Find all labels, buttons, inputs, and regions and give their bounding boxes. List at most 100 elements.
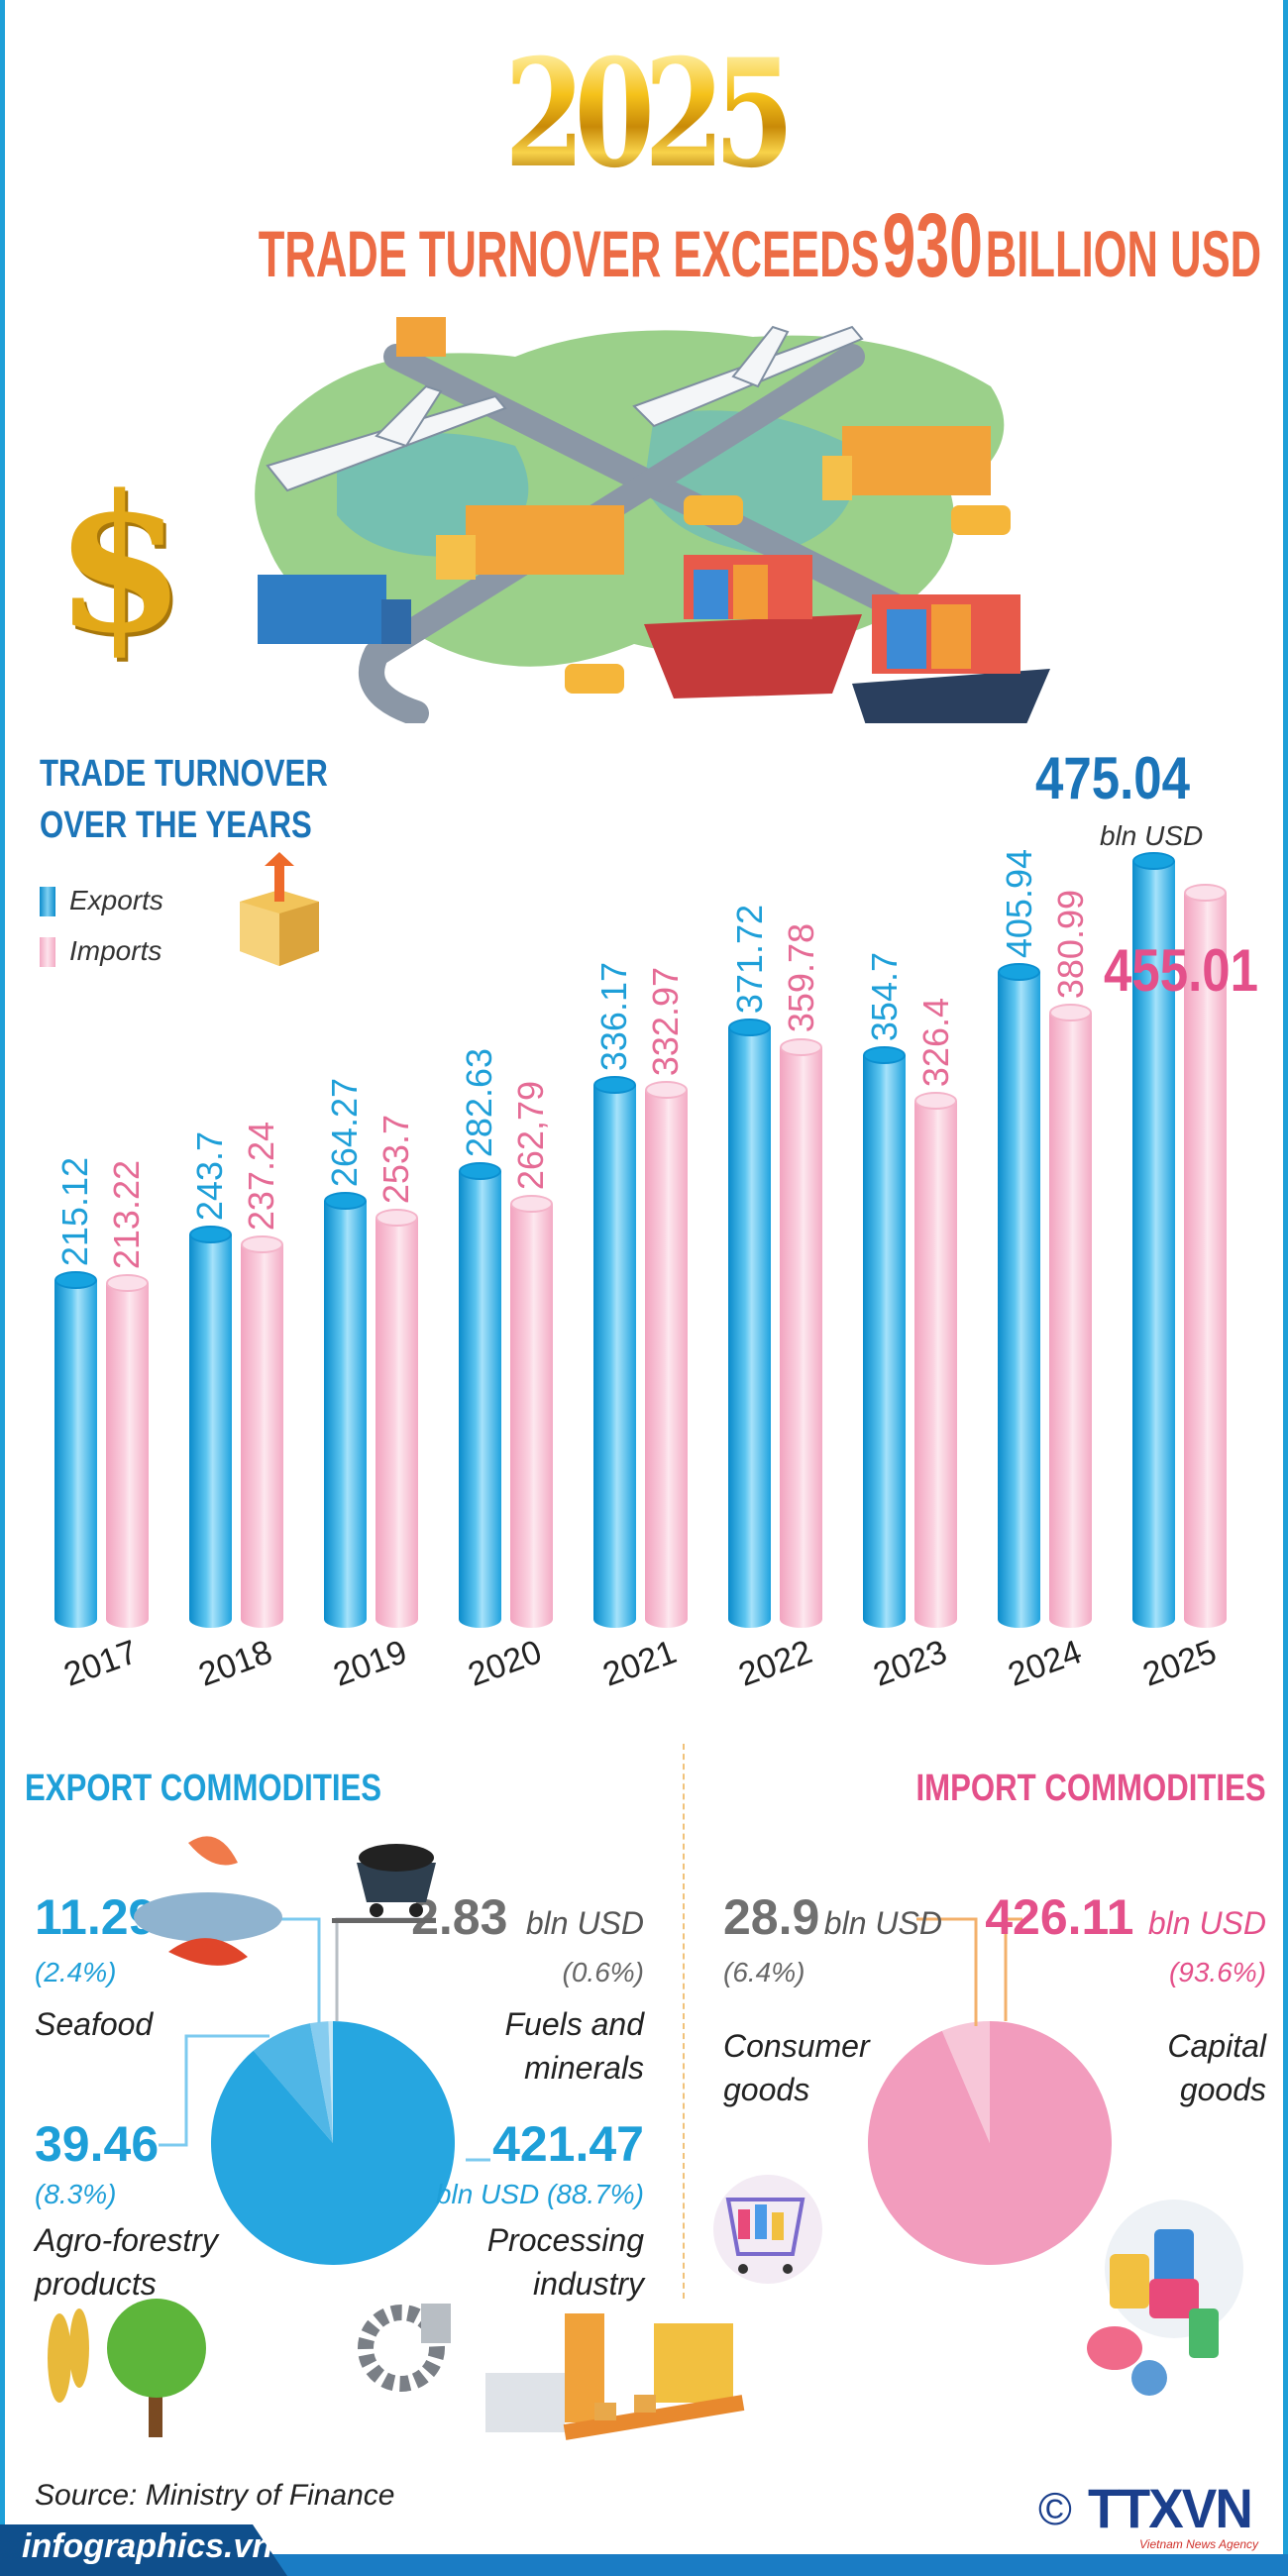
year-title: 2025 bbox=[142, 40, 1146, 188]
imports-bar-2021 bbox=[644, 1081, 688, 1628]
pie-slice-seafood bbox=[309, 2021, 333, 2143]
import-pie bbox=[868, 2021, 1113, 2265]
imports-bar-2018 bbox=[240, 1235, 283, 1628]
imports-bar-2025 bbox=[1184, 884, 1228, 1628]
airplane-icon bbox=[266, 325, 864, 492]
bar-cap bbox=[240, 1235, 283, 1254]
headline-pre: TRADE TURNOVER EXCEEDS bbox=[258, 217, 880, 290]
processing-label-line2: industry bbox=[532, 2266, 644, 2302]
fuels-unit: bln USD bbox=[525, 1905, 644, 1941]
agro-label-line2: products bbox=[35, 2266, 157, 2302]
bar-cap bbox=[592, 1076, 636, 1095]
legend-exports-swatch bbox=[40, 887, 55, 916]
ttxvn-logo: TTXVN bbox=[1088, 2477, 1253, 2539]
chart-title-line2: OVER THE YEARS bbox=[40, 805, 312, 846]
chart-title-line1: TRADE TURNOVER bbox=[40, 753, 328, 795]
exports-value-label-2024: 405.94 bbox=[998, 849, 1039, 959]
bar-cap bbox=[1132, 851, 1176, 870]
imports-bar-2024 bbox=[1049, 1003, 1093, 1628]
imports-value-label-2017: 213.22 bbox=[106, 1160, 147, 1270]
logistics-illustration bbox=[255, 317, 1050, 723]
bar-cap bbox=[509, 1194, 553, 1213]
exports-value-label-2021: 336.17 bbox=[593, 961, 635, 1072]
year-label-2018: 2018 bbox=[193, 1633, 277, 1694]
exports-value-label-2018: 243.7 bbox=[189, 1130, 231, 1221]
exports-bar-2025 bbox=[1132, 851, 1176, 1628]
seafood-value: 11.29 bbox=[35, 1889, 157, 1945]
agro-percent: (8.3%) bbox=[35, 2179, 117, 2209]
rice-icon bbox=[48, 2308, 89, 2403]
imports-value-label-2023: 326.4 bbox=[914, 997, 956, 1087]
agro-value: 39.46 bbox=[35, 2116, 160, 2172]
export-pie bbox=[211, 2021, 455, 2265]
capital-percent: (93.6%) bbox=[1168, 1957, 1266, 1987]
imports-bar-2017 bbox=[105, 1274, 149, 1628]
exports-value-label-2022: 371.72 bbox=[728, 905, 770, 1015]
capital-label-line1: Capital bbox=[1167, 2028, 1266, 2064]
year-label-2022: 2022 bbox=[733, 1633, 817, 1694]
fuels-value-row: 2.83 bln USD bbox=[411, 1888, 644, 1959]
dollar-icon: $ bbox=[54, 454, 186, 675]
chart-unit: bln USD bbox=[1100, 820, 1204, 851]
bar-cap bbox=[1184, 884, 1228, 903]
pie-slice-processing-industry bbox=[211, 2021, 455, 2265]
year-label-2020: 2020 bbox=[463, 1633, 547, 1694]
import-commodities-title: IMPORT COMMODITIES bbox=[915, 1768, 1266, 1809]
consumer-unit: bln USD bbox=[823, 1905, 942, 1941]
year-label-2017: 2017 bbox=[58, 1633, 143, 1694]
year-label-2021: 2021 bbox=[598, 1633, 683, 1694]
box-icon bbox=[240, 852, 319, 966]
copyright-icon: © bbox=[1038, 2483, 1072, 2534]
pie-slice-fuels-and-minerals bbox=[328, 2021, 333, 2143]
bar-cap bbox=[914, 1091, 958, 1110]
fuels-value: 2.83 bbox=[411, 1889, 508, 1945]
exports-bar-2023 bbox=[863, 1045, 907, 1628]
bar-cap bbox=[188, 1225, 232, 1243]
capital-label-line2: goods bbox=[1179, 2072, 1266, 2107]
bar-cap bbox=[375, 1209, 418, 1228]
fuels-percent: (0.6%) bbox=[562, 1957, 644, 1987]
imports-value-label-2019: 253.7 bbox=[376, 1115, 417, 1205]
year-label-2024: 2024 bbox=[1003, 1633, 1087, 1694]
year-label-2019: 2019 bbox=[328, 1633, 412, 1694]
footer-site-tab bbox=[0, 2524, 287, 2576]
car-icon bbox=[565, 495, 1011, 694]
seafood-icon bbox=[134, 1836, 282, 1966]
processing-value: 421.47 bbox=[492, 2116, 644, 2172]
legend-exports-label: Exports bbox=[69, 885, 163, 915]
imports-bar-2022 bbox=[780, 1037, 822, 1628]
consumer-value: 28.9 bbox=[723, 1889, 820, 1945]
imports-bar-2023 bbox=[914, 1091, 958, 1628]
factory-conveyor-icon bbox=[485, 2313, 745, 2440]
tree-icon bbox=[107, 2299, 206, 2437]
truck-icon bbox=[258, 317, 991, 644]
gear-piston-icon bbox=[358, 2304, 451, 2392]
exports-bar-2018 bbox=[188, 1225, 232, 1628]
source-text: Source: Ministry of Finance bbox=[35, 2479, 395, 2512]
exports-value-label-2023: 354.7 bbox=[863, 951, 905, 1041]
site-link[interactable]: infographics.vn bbox=[22, 2527, 273, 2565]
exports-value-label-2019: 264.27 bbox=[324, 1078, 366, 1188]
cargo-ship-icon bbox=[644, 555, 1050, 723]
imports-bar-2020 bbox=[509, 1194, 553, 1628]
fuels-label-line1: Fuels and bbox=[504, 2006, 644, 2042]
imports-value-label-2018: 237.24 bbox=[241, 1122, 282, 1232]
export-commodities-title: EXPORT COMMODITIES bbox=[25, 1768, 382, 1809]
capital-value: 426.11 bbox=[985, 1889, 1134, 1945]
exports-bar-2022 bbox=[728, 1019, 771, 1628]
imports-value-label-2021: 332.97 bbox=[645, 967, 687, 1077]
exports-value-label-2017: 215.12 bbox=[54, 1157, 95, 1267]
capital-unit: bln USD bbox=[1147, 1905, 1266, 1941]
footer-bar bbox=[0, 2554, 1288, 2576]
consumer-label-line1: Consumer bbox=[723, 2028, 870, 2064]
seafood-label: Seafood bbox=[35, 2006, 154, 2042]
value-2025-imports: 455.01 bbox=[1104, 937, 1258, 1004]
imports-value-label-2020: 262,79 bbox=[510, 1080, 552, 1190]
frame-left bbox=[0, 0, 5, 2576]
capital-value-row: 426.11 bln USD bbox=[985, 1888, 1266, 1959]
exports-bar-2017 bbox=[54, 1271, 97, 1628]
imports-bar-2019 bbox=[375, 1209, 418, 1628]
bar-cap bbox=[54, 1271, 97, 1290]
bar-cap bbox=[323, 1192, 367, 1211]
